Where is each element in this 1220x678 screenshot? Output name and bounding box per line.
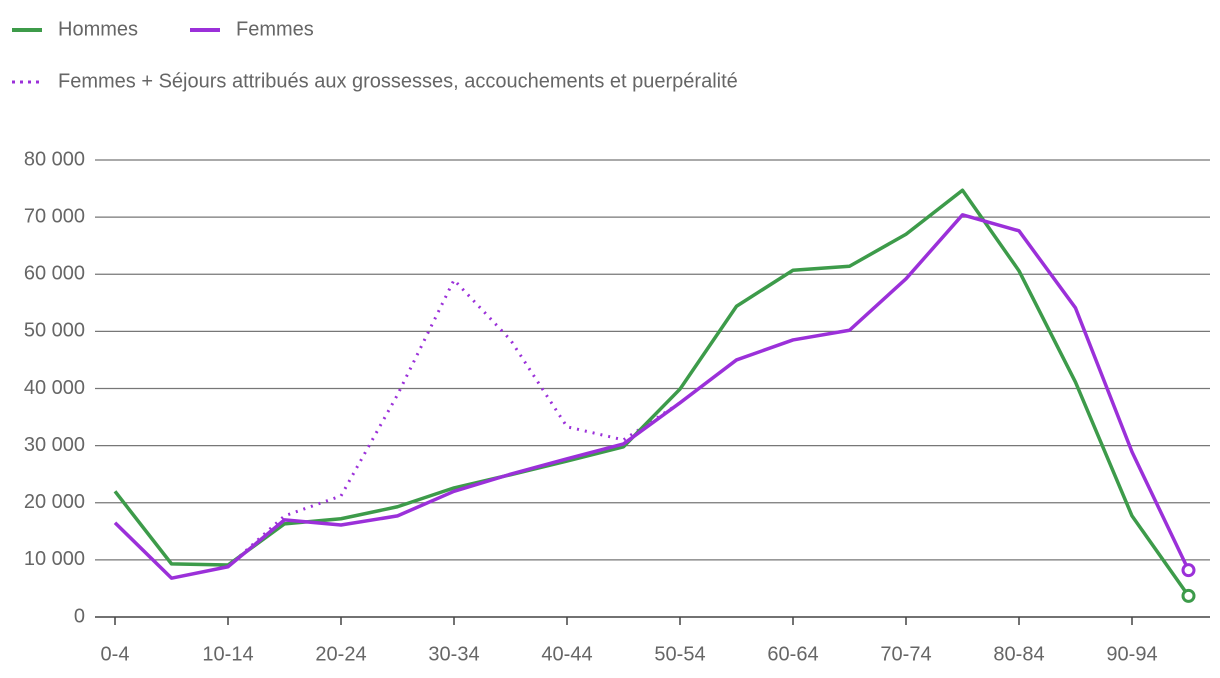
x-tick-label: 0-4	[101, 643, 130, 665]
x-tick-label: 30-34	[428, 643, 479, 665]
y-tick-label: 0	[74, 605, 85, 627]
x-tick-label: 80-84	[993, 643, 1044, 665]
y-tick-label: 60 000	[24, 263, 85, 285]
y-tick-label: 30 000	[24, 434, 85, 456]
y-tick-label: 50 000	[24, 320, 85, 342]
x-tick-label: 10-14	[202, 643, 253, 665]
legend-label: Femmes + Séjours attribués aux grossesse…	[58, 70, 738, 92]
y-tick-label: 80 000	[24, 148, 85, 170]
x-tick-label: 40-44	[541, 643, 592, 665]
x-tick-label: 20-24	[315, 643, 366, 665]
series-line	[113, 188, 1190, 597]
y-tick-label: 10 000	[24, 548, 85, 570]
y-tick-label: 70 000	[24, 205, 85, 227]
y-tick-label: 40 000	[24, 377, 85, 399]
legend-label: Femmes	[236, 18, 314, 40]
series-line	[113, 213, 1191, 580]
x-tick-label: 50-54	[654, 643, 705, 665]
legend-label: Hommes	[58, 18, 138, 40]
y-tick-label: 20 000	[24, 491, 85, 513]
x-tick-label: 90-94	[1106, 643, 1157, 665]
x-tick-label: 70-74	[880, 643, 931, 665]
end-marker	[1181, 588, 1196, 603]
x-tick-label: 60-64	[767, 643, 818, 665]
end-marker	[1181, 563, 1196, 578]
